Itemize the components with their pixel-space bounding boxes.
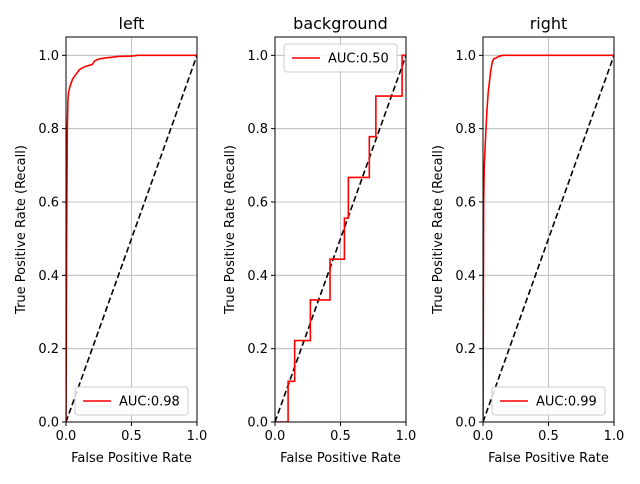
legend-box <box>491 386 606 416</box>
x-axis-label: False Positive Rate <box>280 451 401 466</box>
y-tick-label: 0.2 <box>455 342 476 357</box>
chance-baseline-line <box>275 55 406 422</box>
y-tick-label: 0.8 <box>247 122 268 137</box>
x-axis-label: False Positive Rate <box>488 451 609 466</box>
x-tick-label: 1.0 <box>396 429 417 444</box>
y-tick-label: 0.0 <box>455 416 476 431</box>
y-tick-label: 0.8 <box>38 122 59 137</box>
x-axis-label: False Positive Rate <box>71 451 192 466</box>
x-tick-label: 0.5 <box>538 429 559 444</box>
x-tick-label: 0.0 <box>56 429 77 444</box>
chart-title: left <box>119 14 145 33</box>
y-tick-label: 1.0 <box>455 49 476 64</box>
y-tick-label: 0.4 <box>455 269 476 284</box>
y-tick-label: 0.0 <box>38 416 59 431</box>
y-tick-label: 0.6 <box>247 196 268 211</box>
x-tick-label: 1.0 <box>604 429 625 444</box>
chart-title: right <box>530 14 568 33</box>
y-tick-label: 0.0 <box>247 416 268 431</box>
y-tick-label: 0.2 <box>38 342 59 357</box>
legend-box <box>74 386 189 416</box>
chart-title: background <box>293 14 388 33</box>
y-axis-label: True Positive Rate (Recall) <box>431 145 446 315</box>
chart-panel-background: 0.0 0.5 1.0 0.0 0.2 0.4 0.6 0.8 1.0 background Fal… <box>223 14 416 466</box>
y-axis-label: True Positive Rate (Recall) <box>223 145 238 315</box>
chance-baseline-line <box>66 55 197 422</box>
legend-label: AUC:0.98 <box>119 395 180 410</box>
x-tick-label: 1.0 <box>187 429 208 444</box>
roc-curve-line <box>66 54 197 422</box>
x-tick-label: 0.0 <box>265 429 286 444</box>
y-tick-label: 1.0 <box>38 49 59 64</box>
roc-curve-line <box>483 54 614 422</box>
legend: AUC:0.99 <box>491 386 606 416</box>
legend-label: AUC:0.50 <box>328 52 389 67</box>
y-tick-label: 0.6 <box>455 196 476 211</box>
y-axis-label: True Positive Rate (Recall) <box>14 145 29 315</box>
chance-baseline-line <box>483 55 614 422</box>
legend: AUC:0.50 <box>283 43 398 73</box>
y-tick-label: 0.2 <box>247 342 268 357</box>
y-tick-label: 0.4 <box>38 269 59 284</box>
y-tick-label: 0.4 <box>247 269 268 284</box>
y-tick-label: 0.6 <box>38 196 59 211</box>
x-tick-label: 0.5 <box>330 429 351 444</box>
x-tick-label: 0.0 <box>473 429 494 444</box>
roc-curve-line <box>275 54 406 422</box>
legend: AUC:0.98 <box>74 386 189 416</box>
chart-panel-left: 0.0 0.5 1.0 0.0 0.2 0.4 0.6 0.8 1.0 left False Pos… <box>14 14 207 466</box>
y-tick-label: 1.0 <box>247 49 268 64</box>
legend-label: AUC:0.99 <box>536 395 597 410</box>
y-tick-label: 0.8 <box>455 122 476 137</box>
legend-box <box>283 43 398 73</box>
x-tick-label: 0.5 <box>121 429 142 444</box>
chart-panel-right: 0.0 0.5 1.0 0.0 0.2 0.4 0.6 0.8 1.0 right False Po… <box>431 14 624 466</box>
